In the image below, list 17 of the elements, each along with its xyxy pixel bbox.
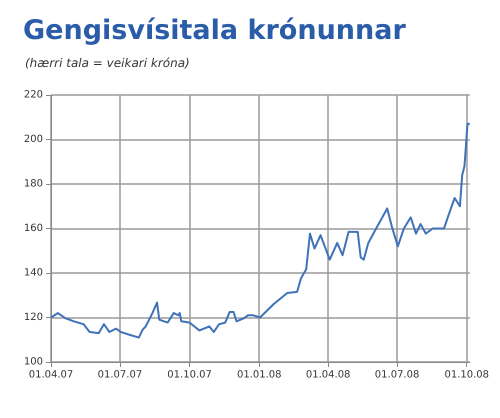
y-tick-label: 160 bbox=[24, 223, 43, 234]
x-tick-label: 01.04.07 bbox=[28, 370, 74, 380]
y-tick-label: 140 bbox=[24, 268, 43, 278]
y-tick-label: 180 bbox=[24, 178, 43, 190]
x-tick-label: 01.07.07 bbox=[98, 370, 142, 380]
x-tick-label: 01.07.08 bbox=[374, 370, 420, 380]
x-tick-label: 01.10.08 bbox=[444, 370, 489, 380]
x-tick-label: 01.01.08 bbox=[236, 370, 282, 380]
chart-subtitle: (hærri tala = veikari króna) bbox=[25, 56, 190, 70]
x-tick-label: 01.10.07 bbox=[167, 370, 212, 380]
y-tick-label: 200 bbox=[24, 134, 43, 145]
chart-title: Gengisvísitala krónunnar bbox=[23, 15, 406, 46]
x-tick-label: 01.04.08 bbox=[306, 370, 350, 380]
line-series bbox=[50, 122, 471, 339]
y-tick-label: 220 bbox=[24, 90, 43, 100]
y-tick-label: 100 bbox=[24, 356, 43, 368]
y-tick-label: 120 bbox=[24, 312, 43, 323]
